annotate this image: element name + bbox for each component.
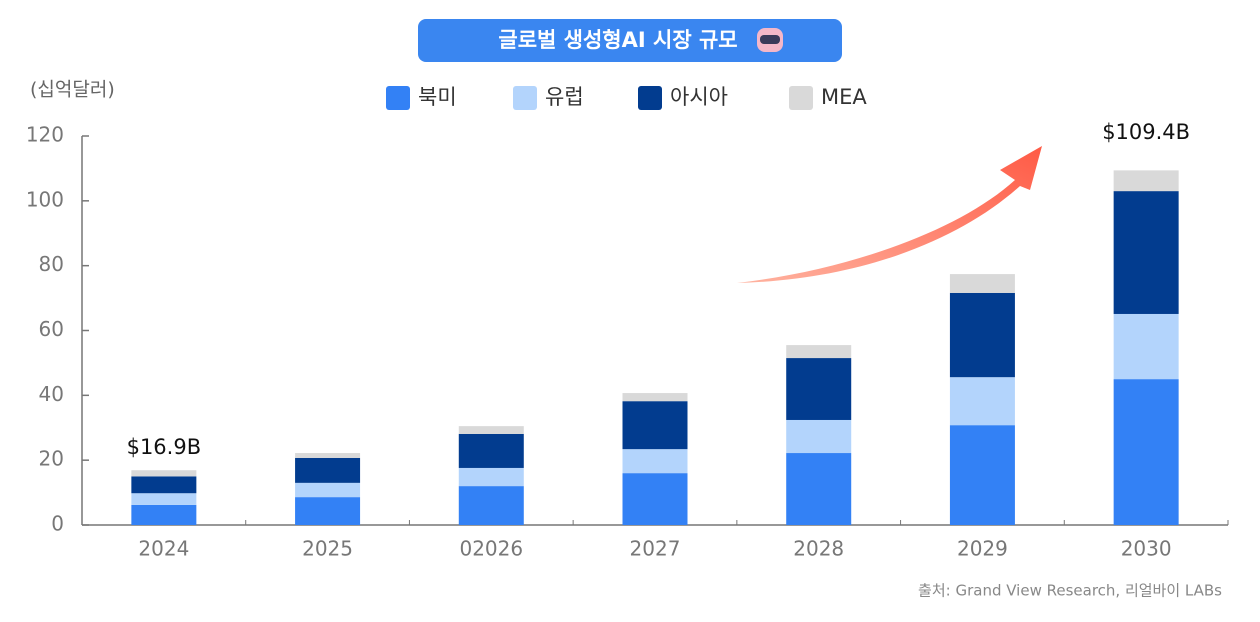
annotation: $109.4B	[1102, 120, 1190, 144]
x-tick-label: 2029	[957, 537, 1008, 561]
bar-segment	[131, 504, 197, 525]
bar-segment	[1113, 170, 1179, 192]
growth-arrow	[737, 146, 1042, 283]
bar-segment	[1113, 313, 1179, 380]
y-tick-label: 100	[26, 187, 64, 211]
y-axis-label: (십억달러)	[30, 79, 115, 101]
legend-swatch	[386, 86, 410, 110]
bar-segment	[295, 457, 361, 483]
y-tick-label: 60	[39, 317, 64, 341]
legend-swatch	[638, 86, 662, 110]
y-tick-label: 80	[39, 252, 64, 276]
bar-segment	[458, 467, 524, 487]
bar-segment	[949, 274, 1015, 293]
legend-label: 유럽	[545, 85, 584, 109]
bar-segment	[622, 473, 688, 525]
x-tick-label: 2030	[1121, 537, 1172, 561]
y-tick-label: 20	[39, 447, 64, 471]
y-tick-label: 120	[26, 123, 64, 147]
source: 출처: Grand View Research, 리얼바이 LABs	[918, 582, 1222, 600]
bar-segment	[622, 449, 688, 474]
chart-title: 글로벌 생성형AI 시장 규모	[498, 28, 737, 52]
bar-segment	[786, 358, 852, 420]
bar-segment	[131, 476, 197, 494]
bar-segment	[786, 453, 852, 525]
bar-segment	[295, 482, 361, 498]
x-tick-label: 2025	[302, 537, 353, 561]
bar-segment	[1113, 379, 1179, 525]
bar-segment	[949, 425, 1015, 525]
bar-segment	[786, 345, 852, 359]
y-tick-label: 0	[51, 512, 64, 536]
bar-segment	[295, 453, 361, 458]
bar-segment	[131, 470, 197, 477]
bar-segment	[622, 393, 688, 402]
robot-icon	[757, 28, 783, 52]
bar-segment	[949, 292, 1015, 378]
bar-segment	[786, 419, 852, 454]
bar-segment	[1113, 191, 1179, 314]
legend-label: 북미	[418, 85, 457, 109]
bar-segment	[131, 493, 197, 505]
legend-label: MEA	[821, 85, 867, 109]
legend-swatch	[513, 86, 537, 110]
bar-segment	[622, 401, 688, 450]
bar-segment	[295, 497, 361, 525]
title-box	[418, 19, 842, 62]
bar-segment	[458, 433, 524, 468]
annotation: $16.9B	[127, 435, 202, 459]
y-tick-label: 40	[39, 382, 64, 406]
bar-segment	[458, 426, 524, 434]
x-tick-label: 2024	[138, 537, 189, 561]
bar-segment	[458, 486, 524, 525]
x-tick-label: 02026	[459, 537, 523, 561]
x-tick-label: 2028	[793, 537, 844, 561]
legend-swatch	[789, 86, 813, 110]
x-tick-label: 2027	[630, 537, 681, 561]
legend-label: 아시아	[670, 85, 728, 109]
bar-segment	[949, 377, 1015, 426]
